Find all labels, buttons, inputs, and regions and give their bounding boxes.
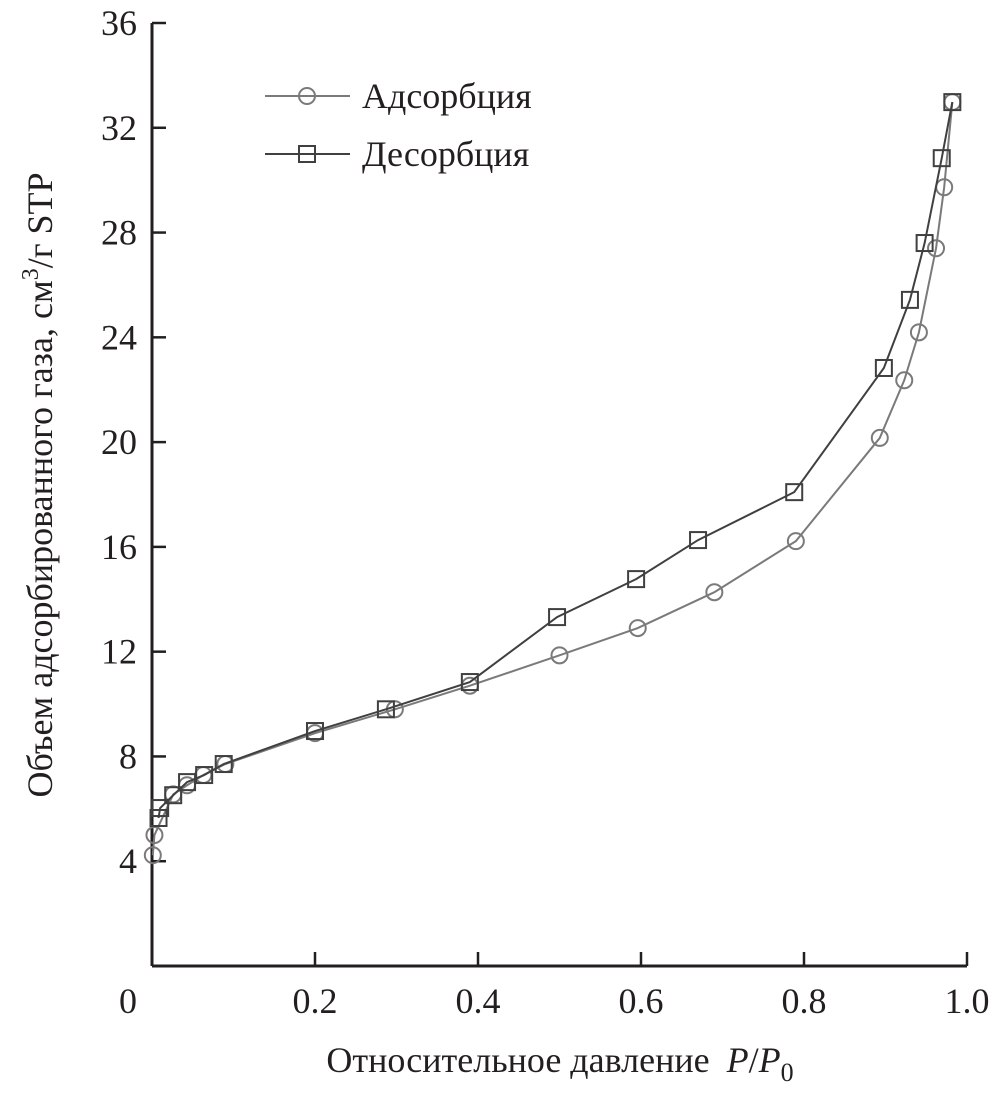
- desorption-point: [785, 483, 804, 502]
- desorption-point: [306, 722, 324, 741]
- adsorption-point: [145, 826, 164, 845]
- adsorption-point: [550, 646, 569, 665]
- desorption-line: [157, 101, 954, 819]
- adsorption-line: [151, 102, 954, 856]
- desorption-point: [689, 531, 708, 550]
- axes: 0 0.2 0.4 0.6 0.8 1.0 4 8 12 16 20 24 28 32 36: [101, 3, 990, 1021]
- legend: Адсорбция Десорбция: [265, 76, 532, 174]
- x-tick-label: 0.8: [782, 981, 827, 1021]
- x-tick-label: 0.4: [456, 981, 501, 1021]
- y-tick-label: 32: [101, 108, 137, 148]
- desorption-point: [932, 149, 951, 168]
- x-tick-label: 1.0: [945, 981, 990, 1021]
- x-axis-label: Относительное давление P/P0: [326, 1040, 793, 1087]
- x-tick-label: 0.2: [293, 981, 338, 1021]
- desorption-point: [376, 700, 395, 719]
- desorption-point: [214, 755, 233, 774]
- y-tick-label: 28: [101, 213, 137, 253]
- adsorption-point: [786, 532, 805, 551]
- y-tick-label: 20: [101, 422, 137, 462]
- series-layer: [143, 93, 962, 865]
- adsorption-point: [628, 619, 647, 638]
- legend-item: Адсорбция: [265, 76, 532, 116]
- desorption-point: [164, 786, 183, 805]
- desorption-point: [943, 93, 962, 112]
- desorption-point: [627, 570, 646, 589]
- legend-label: Адсорбция: [362, 76, 532, 116]
- x-tick-label: 0: [119, 981, 137, 1021]
- y-tick-label: 8: [119, 736, 137, 776]
- desorption-point: [178, 773, 197, 792]
- y-tick-label: 12: [101, 632, 137, 672]
- adsorption-point: [895, 371, 914, 390]
- desorption-point: [900, 290, 919, 309]
- y-tick-label: 16: [101, 527, 137, 567]
- y-tick-label: 36: [101, 3, 137, 43]
- desorption-point: [548, 608, 567, 627]
- adsorption-point: [298, 87, 316, 105]
- y-tick-label: 4: [119, 841, 137, 881]
- legend-label: Десорбция: [362, 134, 529, 174]
- adsorption-point: [909, 323, 928, 342]
- desorption-point: [915, 234, 934, 253]
- adsorption-point: [870, 428, 889, 447]
- y-tick-label: 24: [101, 317, 137, 357]
- adsorption-point: [143, 846, 162, 865]
- y-axis-label: Объем адсорбированного газа, см3/г STP: [18, 172, 60, 797]
- desorption-point: [874, 358, 893, 377]
- desorption-point: [149, 809, 168, 828]
- x-tick-label: 0.6: [619, 981, 664, 1021]
- desorption-series: [149, 93, 962, 828]
- legend-item: Десорбция: [265, 134, 529, 174]
- desorption-point: [195, 766, 214, 785]
- desorption-point: [460, 673, 479, 692]
- desorption-point: [151, 799, 170, 818]
- desorption-point: [298, 145, 316, 163]
- adsorption-point: [927, 239, 946, 258]
- adsorption-point: [705, 583, 724, 602]
